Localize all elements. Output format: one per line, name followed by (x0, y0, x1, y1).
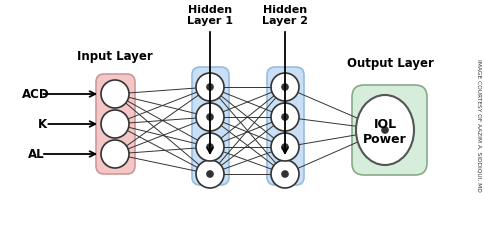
Circle shape (196, 160, 224, 188)
Circle shape (281, 114, 287, 120)
Text: IOL: IOL (373, 118, 396, 131)
Circle shape (207, 114, 212, 120)
Text: Hidden
Layer 2: Hidden Layer 2 (261, 5, 307, 26)
Circle shape (281, 144, 287, 150)
Circle shape (207, 85, 212, 91)
FancyBboxPatch shape (192, 68, 228, 185)
Circle shape (196, 134, 224, 161)
Text: Input Layer: Input Layer (77, 50, 152, 63)
Circle shape (271, 160, 298, 188)
Circle shape (281, 85, 287, 91)
Text: IMAGE COURTESY OF AAZIM A. SIDDIQUI, MD: IMAGE COURTESY OF AAZIM A. SIDDIQUI, MD (475, 58, 481, 190)
Circle shape (271, 104, 298, 132)
Text: K: K (38, 118, 47, 131)
Text: ACD: ACD (22, 88, 49, 101)
Circle shape (207, 171, 212, 177)
Text: Hidden
Layer 1: Hidden Layer 1 (187, 5, 232, 26)
Circle shape (101, 110, 129, 138)
FancyBboxPatch shape (351, 86, 426, 175)
Circle shape (196, 104, 224, 132)
FancyBboxPatch shape (267, 68, 303, 185)
Circle shape (271, 134, 298, 161)
Text: Output Layer: Output Layer (346, 57, 433, 70)
Text: AL: AL (28, 148, 45, 161)
Circle shape (207, 144, 212, 150)
Text: Power: Power (363, 133, 406, 146)
Circle shape (196, 74, 224, 102)
Circle shape (381, 128, 387, 134)
FancyBboxPatch shape (96, 75, 135, 174)
Ellipse shape (355, 96, 413, 165)
Circle shape (271, 74, 298, 102)
Circle shape (281, 171, 287, 177)
Circle shape (101, 81, 129, 108)
Circle shape (101, 140, 129, 168)
